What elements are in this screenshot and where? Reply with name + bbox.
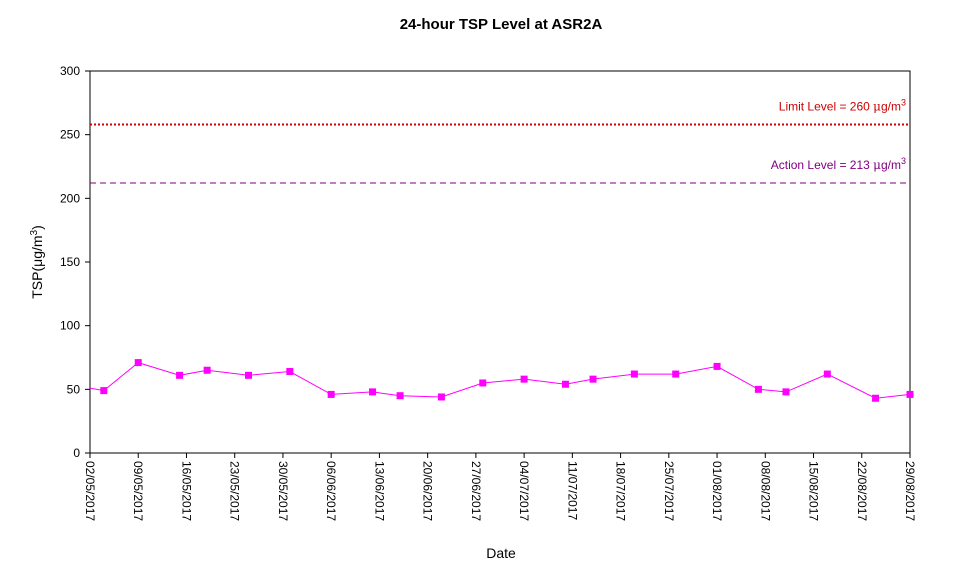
x-tick-label: 15/08/2017 [807, 461, 821, 521]
x-tick-label: 25/07/2017 [662, 461, 676, 521]
data-point-marker [134, 359, 142, 367]
chart-title: 24-hour TSP Level at ASR2A [400, 16, 603, 33]
data-point-marker [713, 362, 721, 370]
series-group [89, 359, 914, 402]
y-tick-label: 150 [60, 255, 80, 269]
data-point-marker [479, 379, 487, 387]
y-tick-label: 300 [60, 64, 80, 78]
data-point-marker [561, 380, 569, 388]
data-point-marker [100, 387, 108, 395]
y-axis-label: TSP(μg/m3) [29, 225, 46, 299]
reference-lines: Limit Level = 260 μg/m3 Action Level = 21… [90, 97, 910, 184]
x-tick-label: 02/05/2017 [83, 461, 97, 521]
data-point-marker [203, 366, 211, 374]
x-tick-label: 30/05/2017 [276, 461, 290, 521]
x-tick-label: 09/05/2017 [131, 461, 145, 521]
data-point-marker [823, 370, 831, 378]
data-point-marker [286, 368, 294, 376]
x-axis: 02/05/2017 09/05/2017 16/05/2017 23/05/2017… [83, 453, 917, 521]
y-tick-label: 200 [60, 191, 80, 205]
y-tick-label: 50 [67, 382, 81, 396]
data-point-marker [520, 375, 528, 383]
x-tick-label: 23/05/2017 [228, 461, 242, 521]
x-tick-label: 27/06/2017 [469, 461, 483, 521]
data-point-marker [327, 390, 335, 398]
y-tick-label: 0 [73, 446, 80, 460]
x-tick-label: 18/07/2017 [614, 461, 628, 521]
data-point-marker [782, 388, 790, 396]
x-tick-label: 13/06/2017 [372, 461, 386, 521]
x-tick-label: 06/06/2017 [324, 461, 338, 521]
data-point-marker [369, 388, 377, 396]
reference-line-label: Action Level = 213 μg/m3 [771, 156, 906, 172]
data-point-marker [906, 390, 914, 398]
x-tick-label: 29/08/2017 [903, 461, 917, 521]
data-point-marker [754, 385, 762, 393]
y-tick-label: 250 [60, 128, 80, 142]
data-point-marker [244, 371, 252, 379]
x-tick-label: 11/07/2017 [565, 461, 579, 520]
data-point-marker [672, 370, 680, 378]
plot-area [89, 70, 911, 454]
data-point-marker [630, 370, 638, 378]
data-point-marker [437, 393, 445, 401]
data-point-marker [176, 371, 184, 379]
reference-line-label: Limit Level = 260 μg/m3 [779, 97, 906, 113]
x-tick-label: 08/08/2017 [758, 461, 772, 521]
y-tick-label: 100 [60, 319, 80, 333]
x-tick-label: 20/06/2017 [421, 461, 435, 521]
x-tick-label: 22/08/2017 [855, 461, 869, 521]
x-tick-label: 04/07/2017 [517, 461, 531, 521]
data-point-marker [396, 392, 404, 400]
y-axis: 0 50 100 150 200 250 300 [60, 64, 90, 460]
x-tick-label: 16/05/2017 [179, 461, 193, 521]
x-axis-label: Date [486, 545, 516, 561]
data-point-marker [589, 375, 597, 383]
data-point-marker [872, 394, 880, 402]
x-tick-label: 01/08/2017 [710, 461, 724, 521]
